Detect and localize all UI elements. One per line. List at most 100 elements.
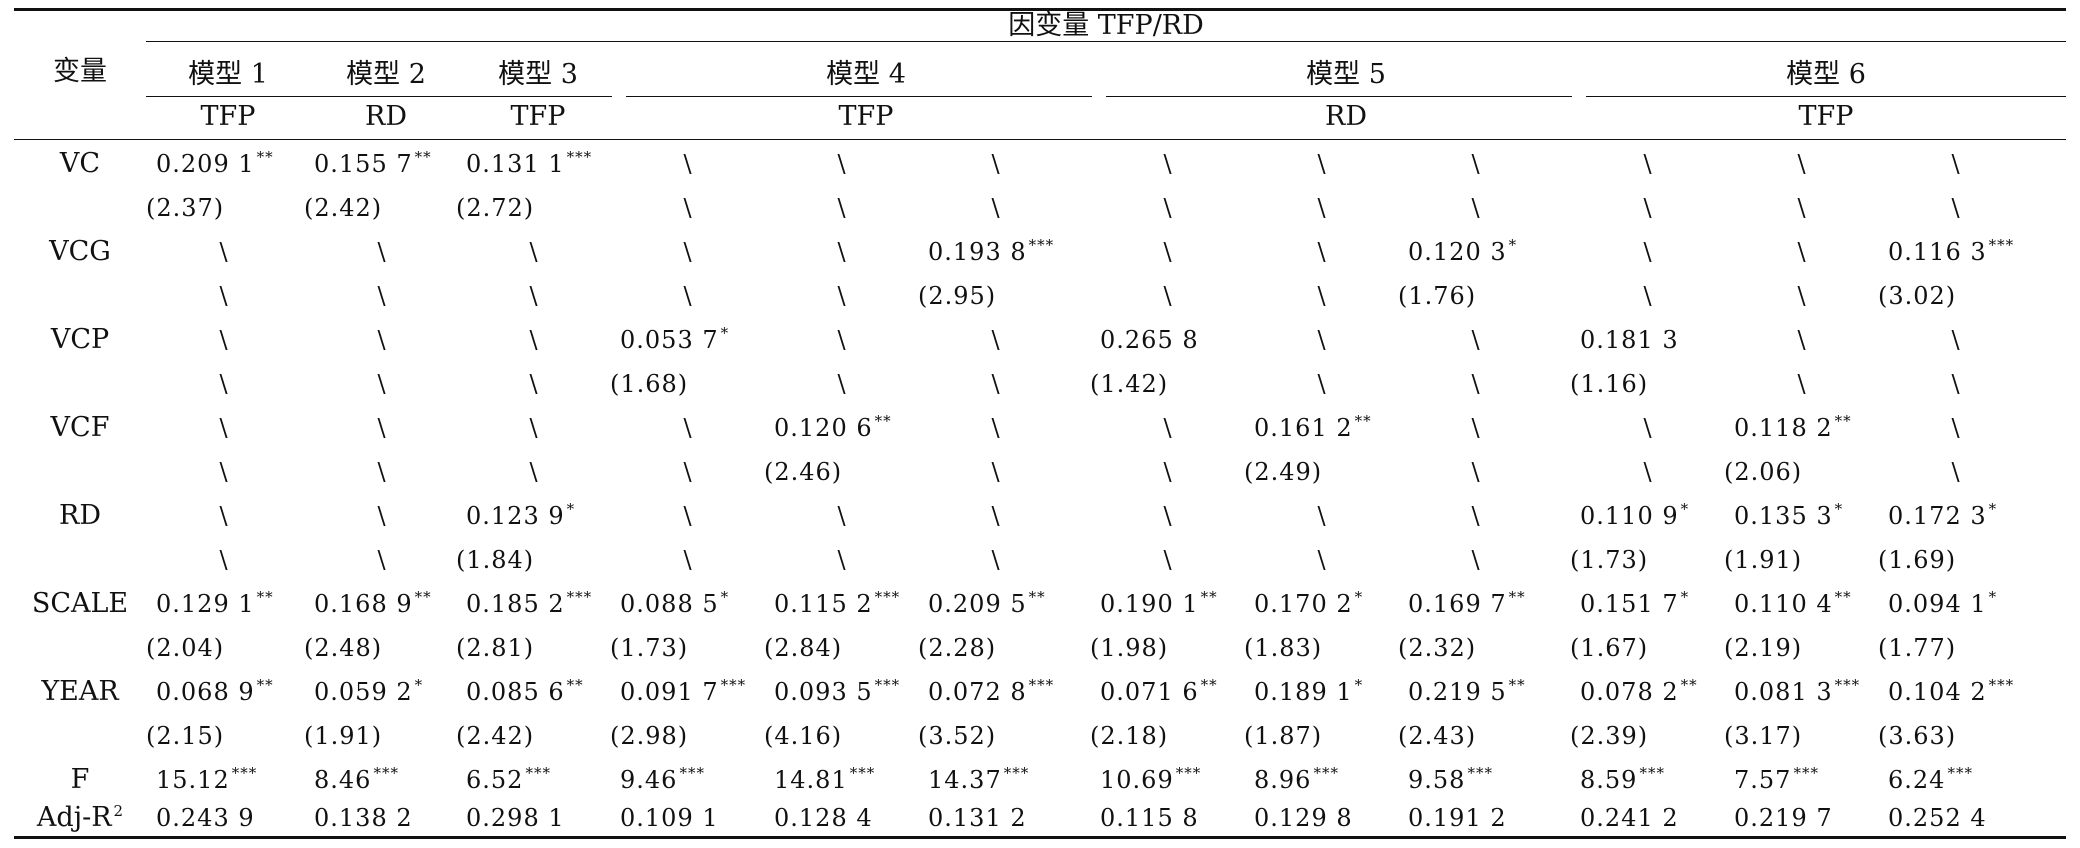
cell-text: \ <box>1471 414 1481 442</box>
t-stat-cell: (2.19) <box>1724 633 1802 663</box>
significance-stars: ** <box>256 676 274 694</box>
cell-text: 0.190 1 <box>1100 590 1199 618</box>
significance-stars: *** <box>231 764 258 782</box>
empty-cell: \ <box>529 457 538 487</box>
dv-header: TFP <box>510 101 566 132</box>
empty-cell: \ <box>377 369 386 399</box>
cell-text: 0.138 2 <box>314 804 413 832</box>
empty-cell: \ <box>1317 193 1326 223</box>
empty-cell: \ <box>837 193 846 223</box>
significance-stars: ** <box>414 588 432 606</box>
coefficient-cell: 0.110 9 * <box>1580 501 1689 531</box>
cell-text: 0.243 9 <box>156 804 255 832</box>
cell-text: \ <box>1163 502 1173 530</box>
dv-header: RD <box>1325 101 1367 132</box>
t-stat-cell: (4.16) <box>764 721 842 751</box>
cell-text: 0.219 5 <box>1408 678 1507 706</box>
f-stat-cell: 7.57 *** <box>1734 765 1819 795</box>
empty-cell: \ <box>683 413 692 443</box>
cell-text: \ <box>377 546 387 574</box>
t-stat-cell: (2.18) <box>1090 721 1168 751</box>
empty-cell: \ <box>991 193 1000 223</box>
row-label: Adj-R 2 <box>37 803 123 833</box>
empty-cell: \ <box>529 369 538 399</box>
cell-text: \ <box>1797 326 1807 354</box>
coefficient-cell: 0.120 6 ** <box>774 413 892 443</box>
t-stat-cell: (2.72) <box>456 193 534 223</box>
empty-cell: \ <box>377 501 386 531</box>
cell-text: (2.81) <box>456 634 535 662</box>
t-stat-cell: (1.73) <box>1570 545 1648 575</box>
empty-cell: \ <box>1163 237 1172 267</box>
cell-text: \ <box>683 194 693 222</box>
coefficient-cell: 0.209 1 ** <box>156 149 274 179</box>
adj-r2-cell: 0.241 2 <box>1580 803 1679 833</box>
t-stat-cell: (3.17) <box>1724 721 1802 751</box>
cell-text: \ <box>991 414 1001 442</box>
significance-stars: ** <box>1834 588 1852 606</box>
significance-stars: *** <box>1793 764 1819 782</box>
cell-text: 0.091 7 <box>620 678 719 706</box>
coefficient-cell: 0.078 2 ** <box>1580 677 1698 707</box>
significance-stars: *** <box>720 676 747 694</box>
cell-text: \ <box>1471 502 1481 530</box>
significance-stars: ** <box>256 148 274 166</box>
t-stat-cell: (1.42) <box>1090 369 1168 399</box>
cell-text: (1.77) <box>1878 634 1957 662</box>
empty-cell: \ <box>377 325 386 355</box>
empty-cell: \ <box>529 325 538 355</box>
t-stat-cell: (2.42) <box>456 721 534 751</box>
cell-text: 0.078 2 <box>1580 678 1679 706</box>
cell-text: (1.16) <box>1570 370 1649 398</box>
cell-text: 0.151 7 <box>1580 590 1679 618</box>
cell-text: F <box>70 764 90 795</box>
t-stat-cell: (2.42) <box>304 193 382 223</box>
empty-cell: \ <box>219 281 228 311</box>
cell-text: \ <box>991 458 1001 486</box>
cell-text: Adj-R <box>36 802 112 833</box>
cell-text: (1.69) <box>1878 546 1957 574</box>
cell-text: (2.06) <box>1724 458 1803 486</box>
empty-cell: \ <box>1643 193 1652 223</box>
adj-r2-cell: 0.129 8 <box>1254 803 1353 833</box>
cell-text: \ <box>683 238 693 266</box>
empty-cell: \ <box>1163 149 1172 179</box>
empty-cell: \ <box>1163 413 1172 443</box>
coefficient-cell: 0.172 3 * <box>1888 501 1997 531</box>
row-label: VCF <box>51 413 110 443</box>
cell-text: (2.49) <box>1244 458 1323 486</box>
cell-text: \ <box>1951 370 1961 398</box>
top-rule <box>14 8 2066 11</box>
model-header: 模型 5 <box>1306 59 1386 90</box>
significance-stars: *** <box>874 676 901 694</box>
cell-text: 9.58 <box>1408 766 1466 794</box>
cell-text: 10.69 <box>1100 766 1174 794</box>
empty-cell: \ <box>683 457 692 487</box>
empty-cell: \ <box>991 457 1000 487</box>
t-stat-cell: (1.16) <box>1570 369 1648 399</box>
cell-text: (1.76) <box>1398 282 1477 310</box>
cell-text: (1.73) <box>610 634 689 662</box>
t-stat-cell: (2.46) <box>764 457 842 487</box>
significance-stars: * <box>1508 236 1518 254</box>
dv-underline <box>146 41 2066 42</box>
empty-cell: \ <box>991 149 1000 179</box>
cell-text: (3.02) <box>1878 282 1957 310</box>
cell-text: \ <box>837 150 847 178</box>
cell-text: 0.120 3 <box>1408 238 1507 266</box>
empty-cell: \ <box>1163 501 1172 531</box>
significance-stars: ** <box>1508 676 1526 694</box>
cell-text: 8.96 <box>1254 766 1312 794</box>
cell-text: 0.185 2 <box>466 590 565 618</box>
cell-text: (2.48) <box>304 634 383 662</box>
cell-text: \ <box>1317 150 1327 178</box>
t-stat-cell: (2.06) <box>1724 457 1802 487</box>
cell-text: \ <box>1951 150 1961 178</box>
cell-text: \ <box>377 458 387 486</box>
coefficient-cell: 0.169 7 ** <box>1408 589 1526 619</box>
cell-text: 0.191 2 <box>1408 804 1507 832</box>
t-stat-cell: (2.95) <box>918 281 996 311</box>
significance-stars: *** <box>679 764 705 782</box>
cell-text: 0.068 9 <box>156 678 255 706</box>
